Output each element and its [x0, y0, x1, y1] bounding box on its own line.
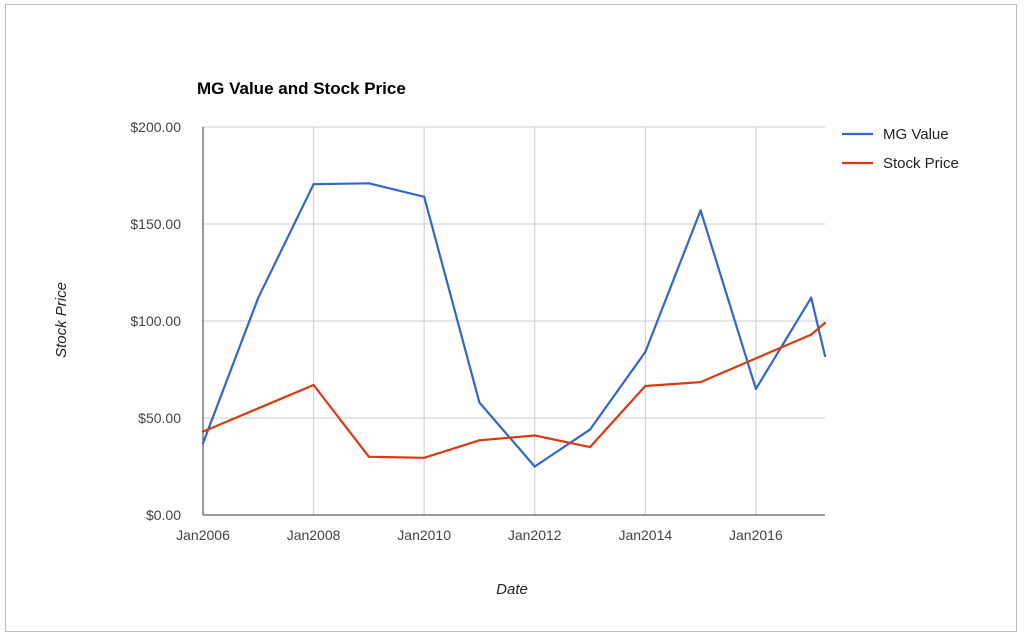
data-point-stock-price	[533, 434, 536, 437]
series-lines	[201, 182, 827, 468]
y-axis-label: Stock Price	[53, 282, 70, 358]
data-point-stock-price	[588, 446, 592, 449]
series-line-mg-value	[201, 182, 827, 468]
data-point-mg-value	[644, 350, 647, 354]
legend-label-stock-price: Stock Price	[883, 155, 959, 172]
legend: MG Value Stock Price	[842, 126, 959, 172]
data-point-stock-price	[823, 321, 827, 325]
data-point-mg-value	[423, 195, 426, 198]
y-tick-label: $50.00	[138, 410, 181, 426]
data-point-mg-value	[312, 183, 315, 186]
x-tick-label: Jan2006	[176, 527, 230, 543]
data-point-stock-price	[644, 384, 647, 388]
data-point-mg-value	[367, 182, 370, 185]
axes: $0.00 $50.00 $100.00 $150.00 $200.00 Jan2006 J…	[130, 119, 825, 543]
data-point-stock-price	[810, 333, 813, 336]
data-point-mg-value	[201, 442, 205, 445]
data-point-mg-value	[257, 296, 260, 299]
data-point-stock-price	[312, 383, 315, 387]
data-point-stock-price	[201, 430, 205, 433]
y-tick-label: $150.00	[130, 216, 181, 232]
y-tick-label: $200.00	[130, 119, 181, 135]
data-point-mg-value	[823, 354, 827, 358]
legend-label-mg-value: MG Value	[883, 126, 949, 143]
x-tick-label: Jan2010	[397, 527, 451, 543]
data-point-mg-value	[533, 465, 536, 468]
y-tick-label: $0.00	[146, 507, 181, 523]
data-point-mg-value	[754, 387, 757, 390]
grid-lines	[203, 126, 825, 515]
series-line-stock-price	[201, 321, 827, 459]
data-point-mg-value	[699, 209, 702, 212]
data-point-mg-value	[478, 401, 481, 404]
x-tick-label: Jan2016	[729, 527, 783, 543]
x-tick-label: Jan2014	[618, 527, 672, 543]
x-axis-label: Date	[496, 581, 528, 598]
data-point-mg-value	[810, 296, 813, 299]
x-tick-label: Jan2012	[508, 527, 562, 543]
y-tick-label: $100.00	[130, 313, 181, 329]
x-tick-label: Jan2008	[287, 527, 341, 543]
data-point-mg-value	[588, 428, 592, 431]
data-point-stock-price	[367, 455, 370, 458]
data-point-stock-price	[423, 456, 426, 459]
data-point-stock-price	[699, 381, 702, 384]
data-point-stock-price	[478, 439, 481, 442]
data-point-stock-price	[257, 407, 260, 410]
chart-title: MG Value and Stock Price	[197, 79, 406, 98]
